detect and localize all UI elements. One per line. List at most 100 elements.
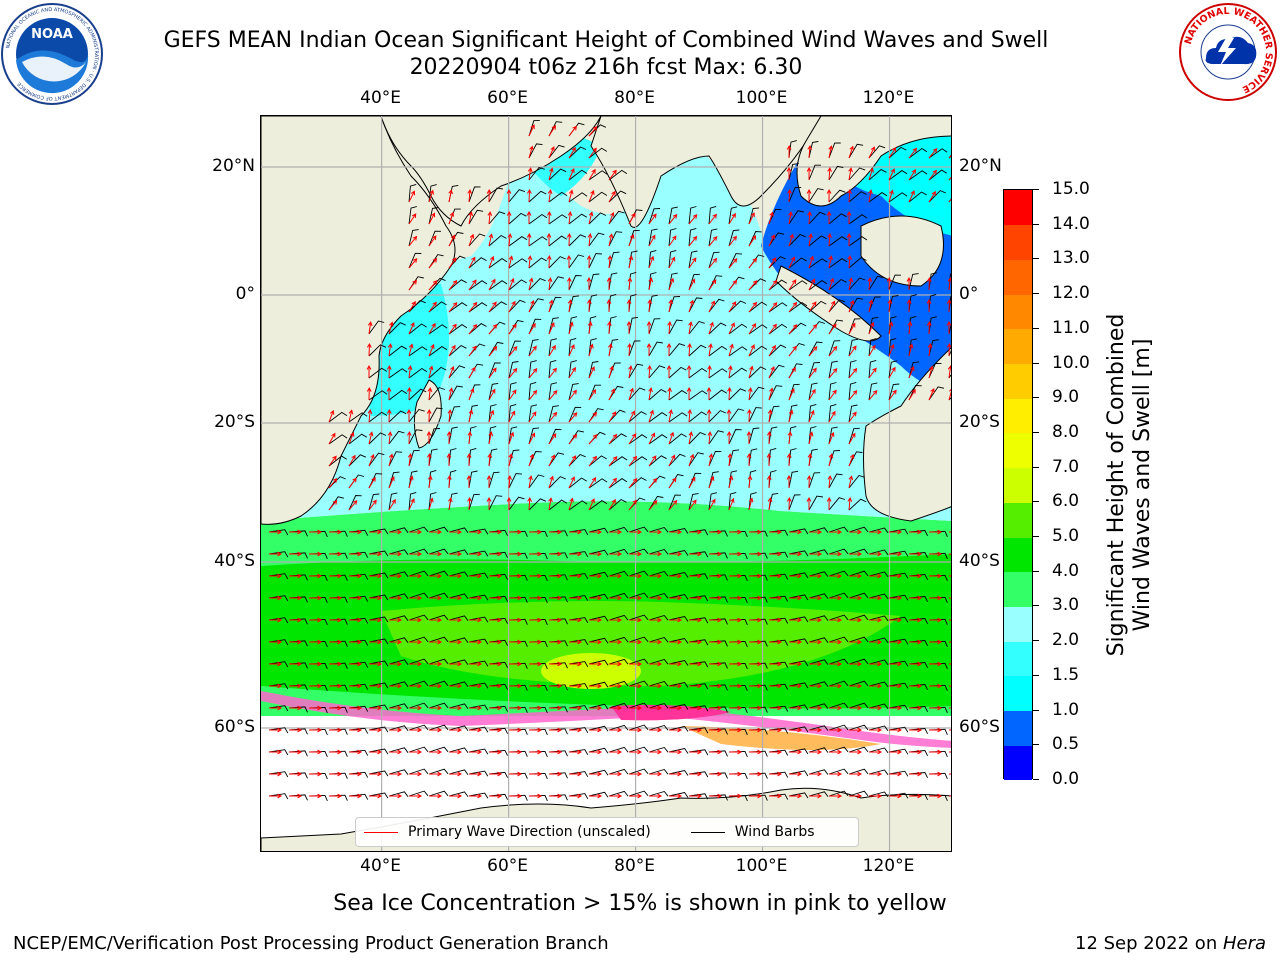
wind-barb	[848, 427, 860, 445]
wind-barb	[768, 683, 789, 690]
wave-arrow	[929, 749, 943, 755]
wind-barb	[588, 659, 609, 666]
wind-barb	[388, 593, 409, 599]
wind-barb	[908, 147, 928, 159]
wind-barb	[468, 748, 489, 755]
wave-arrow	[547, 277, 553, 291]
wave-arrow	[409, 551, 423, 557]
wave-arrow	[868, 189, 873, 203]
wave-arrow	[709, 661, 723, 667]
wind-barb	[428, 207, 439, 225]
wind-barb	[508, 403, 517, 423]
wave-arrow	[849, 551, 863, 557]
wave-arrow	[908, 147, 918, 159]
wave-arrow	[609, 683, 623, 689]
wave-arrow	[369, 793, 383, 799]
wind-barb	[848, 236, 868, 247]
wind-barb	[788, 748, 809, 755]
wind-barb	[768, 302, 788, 313]
wave-arrow	[569, 551, 583, 557]
colorbar-segment	[1004, 537, 1032, 573]
wave-arrow	[429, 639, 443, 645]
wave-arrow	[409, 683, 423, 689]
wave-arrow	[646, 342, 652, 357]
wave-arrow	[529, 793, 543, 799]
wave-arrow	[546, 254, 552, 269]
wave-arrow	[309, 551, 323, 557]
wave-arrow	[509, 551, 523, 557]
wave-arrow	[488, 345, 498, 357]
wave-arrow	[566, 254, 572, 268]
wave-arrow	[607, 320, 612, 335]
colorbar-tick-label: 8.0	[1052, 421, 1080, 442]
wave-arrow	[569, 573, 583, 579]
wave-arrow	[829, 639, 843, 645]
wave-arrow	[467, 496, 472, 511]
wave-arrow	[749, 705, 763, 711]
wave-arrow	[926, 298, 932, 312]
wind-barb	[888, 770, 909, 777]
wind-barb	[668, 593, 689, 600]
wind-barb	[788, 682, 809, 689]
wave-arrow	[889, 793, 903, 799]
wave-arrow	[868, 321, 875, 335]
wind-barb	[488, 595, 509, 602]
wave-arrow	[368, 431, 374, 445]
wave-arrow	[429, 683, 443, 689]
wave-arrow	[629, 683, 643, 689]
wave-arrow	[909, 595, 923, 601]
wave-arrow	[448, 211, 455, 225]
wind-legend-swatch	[690, 831, 725, 833]
wave-arrow	[449, 617, 463, 623]
wave-arrow	[609, 705, 623, 711]
wind-barb	[368, 770, 389, 777]
wind-barb	[748, 324, 768, 335]
wind-barb	[828, 702, 849, 709]
colorbar-label: Significant Height of Combined Wind Wave…	[1104, 275, 1156, 695]
wave-arrow	[929, 551, 943, 557]
map-plot-area: Primary Wave Direction (unscaled) Wind B…	[260, 115, 952, 852]
wave-arrow	[828, 255, 833, 269]
wave-arrow	[929, 727, 943, 733]
wave-arrow	[366, 364, 372, 378]
wind-barb	[608, 385, 624, 401]
wave-arrow	[809, 551, 823, 557]
wave-arrow	[689, 771, 703, 777]
wind-barb	[688, 431, 706, 445]
wave-arrow	[808, 367, 817, 379]
wave-arrow	[667, 386, 672, 401]
wave-arrow	[668, 299, 673, 313]
wave-arrow	[909, 551, 923, 557]
wind-barb	[408, 183, 417, 203]
wave-arrow	[588, 189, 595, 203]
wind-barb	[648, 272, 657, 291]
wind-barb	[668, 319, 683, 335]
wave-arrow	[889, 551, 903, 557]
wind-barb	[588, 791, 609, 798]
colorbar-segment	[1004, 467, 1032, 503]
wave-arrow	[548, 433, 557, 445]
wind-barb	[588, 571, 609, 578]
wave-arrow	[889, 749, 903, 755]
wind-barb	[868, 316, 879, 335]
wind-barb	[408, 702, 429, 709]
wind-barb	[448, 791, 469, 798]
wave-arrow	[488, 278, 496, 291]
wind-barb	[688, 493, 699, 511]
wind-barb	[748, 427, 760, 445]
wind-barb	[628, 658, 649, 665]
wave-arrow	[389, 705, 403, 711]
wave-arrow	[329, 573, 343, 579]
wave-arrow	[709, 793, 723, 799]
wave-arrow	[629, 793, 643, 799]
wind-barb	[368, 748, 389, 755]
wave-arrow	[588, 477, 597, 489]
wave-arrow	[526, 232, 532, 247]
lon-tick-bottom: 120°E	[862, 856, 915, 876]
wind-barb	[868, 527, 889, 534]
wave-arrow	[429, 749, 443, 755]
wave-direction-arrows	[269, 124, 951, 799]
wind-barb	[668, 769, 689, 776]
wave-arrow	[426, 452, 432, 467]
wind-barb	[548, 452, 565, 467]
